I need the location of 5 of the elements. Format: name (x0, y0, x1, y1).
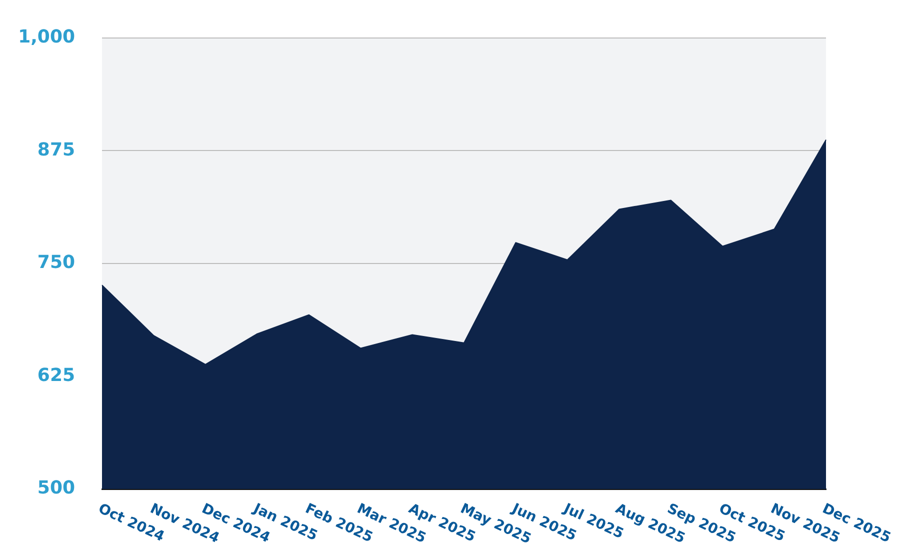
y-tick-label: 750 (37, 252, 75, 274)
y-tick-label: 1,000 (18, 26, 75, 48)
y-tick-label: 625 (37, 364, 75, 386)
y-tick-label: 875 (37, 139, 75, 160)
y-tick-label: 500 (37, 478, 75, 499)
